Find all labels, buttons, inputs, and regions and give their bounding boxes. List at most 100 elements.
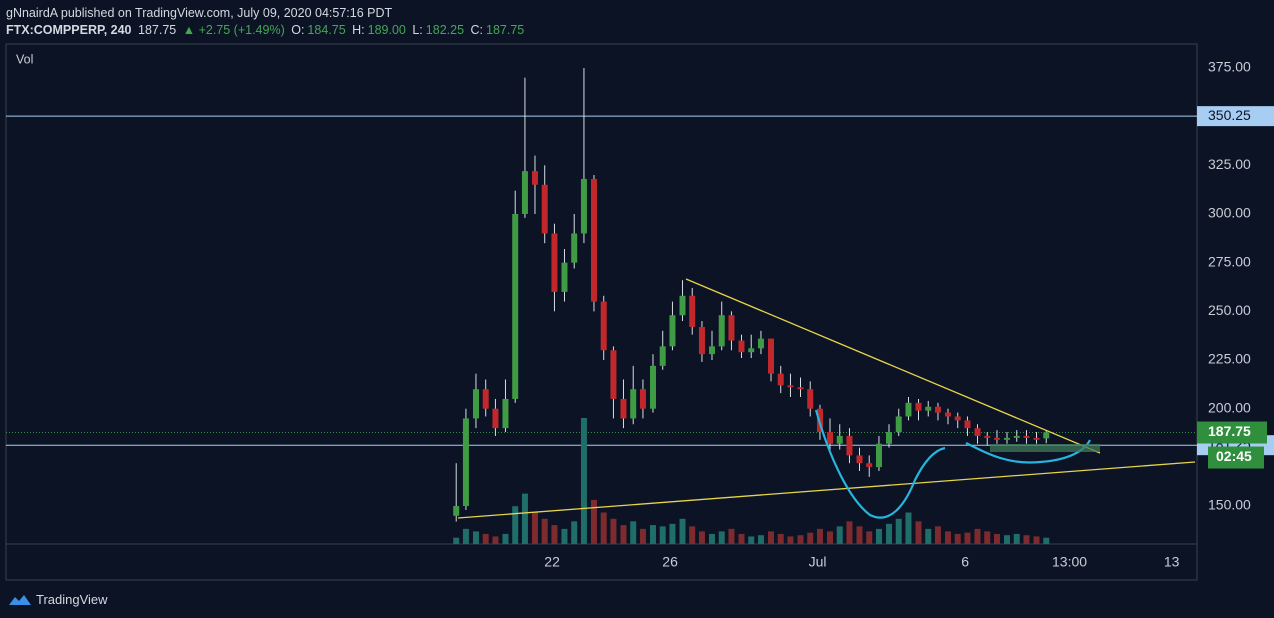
volume-bar [1023, 535, 1030, 544]
last: 187.75 [138, 23, 177, 37]
candle-body [846, 435, 853, 456]
candle-body [492, 408, 499, 429]
y-tick-label: 225.00 [1208, 351, 1251, 367]
volume-bar [472, 531, 479, 544]
candle-body [1004, 437, 1011, 440]
countdown-label: 02:45 [1216, 448, 1252, 464]
candle-body [521, 171, 528, 214]
y-tick-label: 325.00 [1208, 156, 1251, 172]
ohlc-label: L: [412, 23, 423, 37]
candle-body [905, 402, 912, 417]
volume-bar [659, 526, 666, 544]
volume-bar [580, 418, 587, 544]
symbol-line: FTX:COMPPERP, 240 187.75 ▲ +2.75 (+1.49%… [6, 23, 527, 37]
x-tick-label: 13:00 [1052, 554, 1087, 570]
candle-body [571, 233, 578, 263]
logo [9, 594, 31, 605]
x-tick-label: Jul [809, 554, 827, 570]
candle-body [954, 416, 961, 421]
candle-body [580, 178, 587, 234]
volume-bar [610, 518, 617, 544]
volume-bar [826, 531, 833, 544]
ohlc-value: 189.00 [367, 23, 406, 37]
volume-bar [718, 531, 725, 544]
candle-body [590, 178, 597, 302]
candle-body [777, 373, 784, 386]
candle-body [748, 348, 755, 353]
volume-bar [521, 493, 528, 544]
candle-body [1033, 437, 1040, 440]
volume-bar [807, 532, 814, 544]
candle-body [807, 389, 814, 409]
volume-bar [453, 537, 460, 544]
volume-bar [974, 528, 981, 544]
volume-bar [462, 528, 469, 544]
volume-bar [945, 531, 952, 544]
volume-bar [541, 518, 548, 544]
candle-body [639, 389, 646, 409]
candle-body [993, 437, 1000, 440]
candle-body [925, 406, 932, 411]
last-price-label: 187.75 [1208, 423, 1251, 439]
trend-line [685, 278, 1101, 454]
candle-body [875, 443, 882, 468]
ohlc-label: O: [291, 23, 305, 37]
volume-bar [757, 535, 764, 544]
volume-bar [620, 525, 627, 544]
candle-body [620, 398, 627, 419]
candle-body [945, 412, 952, 417]
volume-bar [875, 528, 882, 544]
volume-bar [954, 533, 961, 544]
volume-bar [748, 536, 755, 544]
y-tick-label: 275.00 [1208, 253, 1251, 269]
zone-box [990, 444, 1100, 452]
volume-bar [639, 528, 646, 544]
volume-bar [669, 523, 676, 544]
candle-body [1023, 435, 1030, 438]
price-tag-label: 350.25 [1208, 107, 1251, 123]
volume-bar [846, 521, 853, 544]
candle-body [689, 295, 696, 327]
candle-body [728, 315, 735, 341]
volume-bar [689, 526, 696, 544]
curve-drawing [814, 409, 946, 519]
volume-bar [1013, 533, 1020, 544]
candle-body [856, 455, 863, 464]
candle-body [610, 350, 617, 399]
candle-body [836, 435, 843, 444]
change: ▲ +2.75 (+1.49%) [182, 23, 285, 37]
candle-body [934, 406, 941, 413]
volume-bar [866, 531, 873, 544]
candle-body [708, 346, 715, 355]
volume-bar [856, 526, 863, 544]
volume-bar [600, 512, 607, 544]
publisher: gNnairdA published on TradingView.com, J… [6, 6, 393, 20]
candle-body [453, 506, 460, 516]
candle-body [866, 463, 873, 468]
volume-bar [787, 536, 794, 544]
volume-bar [1004, 535, 1011, 544]
volume-bar [512, 506, 519, 544]
candle-body [964, 420, 971, 429]
candle-body [974, 428, 981, 436]
volume-bar [738, 533, 745, 544]
volume-bar [708, 533, 715, 544]
x-tick-label: 6 [961, 554, 969, 570]
y-tick-label: 375.00 [1208, 59, 1251, 75]
volume-bar [993, 533, 1000, 544]
candle-body [659, 346, 666, 366]
price-tag [1197, 106, 1274, 127]
volume-label: Vol [16, 52, 33, 66]
trend-line [457, 461, 1196, 519]
candle-body [600, 301, 607, 351]
volume-bar [885, 523, 892, 544]
footer: TradingView [8, 592, 108, 607]
volume-bar [964, 532, 971, 544]
volume-bar [934, 526, 941, 544]
y-tick-label: 250.00 [1208, 302, 1251, 318]
volume-bar [895, 518, 902, 544]
candle-body [757, 338, 764, 349]
candle-body [1043, 432, 1050, 439]
volume-bar [905, 512, 912, 544]
